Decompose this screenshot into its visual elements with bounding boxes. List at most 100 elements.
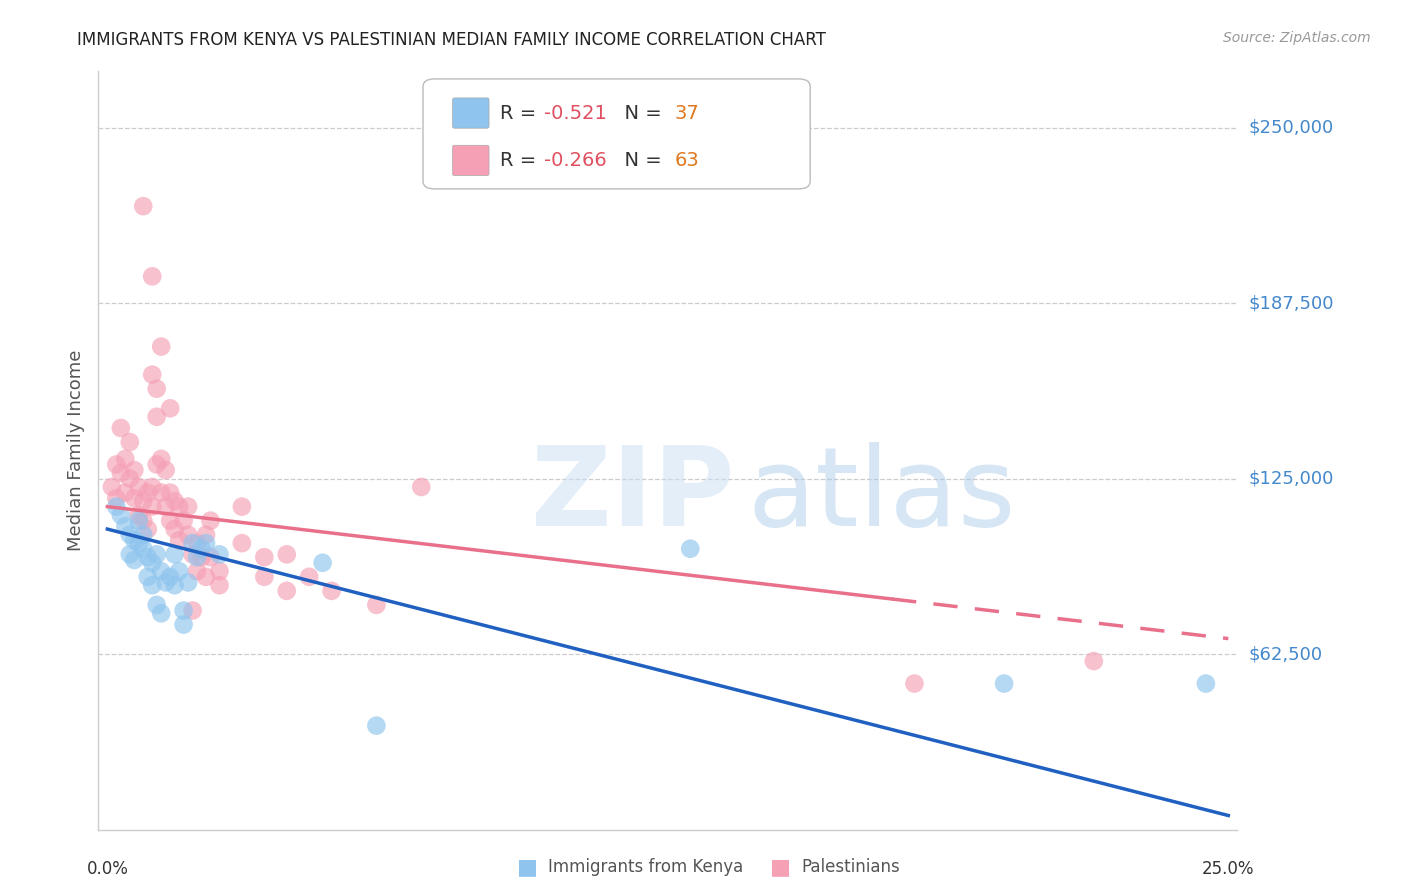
Point xyxy=(231,500,253,514)
Text: $250,000: $250,000 xyxy=(1249,119,1334,136)
Point xyxy=(177,500,200,514)
Point xyxy=(200,514,222,528)
Point xyxy=(177,575,200,590)
Text: 0.0%: 0.0% xyxy=(86,860,128,878)
Point xyxy=(145,382,167,396)
Text: $62,500: $62,500 xyxy=(1249,645,1323,663)
Point xyxy=(366,598,388,612)
Point xyxy=(903,676,925,690)
Point xyxy=(128,508,150,522)
Point xyxy=(105,491,128,506)
Point xyxy=(173,617,195,632)
Point xyxy=(132,199,155,213)
Text: R =: R = xyxy=(501,151,543,170)
Point xyxy=(1195,676,1218,690)
Point xyxy=(105,458,128,472)
Point xyxy=(124,463,146,477)
Point xyxy=(195,570,218,584)
Text: 63: 63 xyxy=(675,151,699,170)
Point xyxy=(141,500,163,514)
Point xyxy=(167,500,190,514)
Point xyxy=(110,466,132,480)
Point xyxy=(159,485,181,500)
Point xyxy=(132,514,155,528)
Point xyxy=(128,514,150,528)
Point xyxy=(163,522,186,536)
Point xyxy=(366,719,388,733)
Point xyxy=(186,536,208,550)
FancyBboxPatch shape xyxy=(423,79,810,189)
Point xyxy=(128,536,150,550)
Point xyxy=(186,564,208,578)
Point xyxy=(141,368,163,382)
Point xyxy=(276,583,298,598)
Point xyxy=(114,485,136,500)
Point xyxy=(195,536,218,550)
Text: ■: ■ xyxy=(770,857,790,877)
Point xyxy=(124,533,146,548)
Text: 25.0%: 25.0% xyxy=(1202,860,1254,878)
Point xyxy=(150,340,173,354)
Point xyxy=(128,480,150,494)
Point xyxy=(321,583,343,598)
Point xyxy=(141,578,163,592)
Point xyxy=(208,547,231,561)
Point xyxy=(118,471,141,485)
Point xyxy=(136,570,159,584)
Point xyxy=(311,556,333,570)
Point xyxy=(141,556,163,570)
Point xyxy=(167,533,190,548)
Text: ZIP: ZIP xyxy=(531,442,734,549)
Point xyxy=(105,500,128,514)
Point xyxy=(163,547,186,561)
Text: Palestinians: Palestinians xyxy=(801,858,900,876)
Text: ■: ■ xyxy=(517,857,537,877)
Point xyxy=(253,570,276,584)
Point xyxy=(118,527,141,541)
Point xyxy=(200,550,222,565)
Point xyxy=(159,514,181,528)
Point xyxy=(132,541,155,556)
Text: -0.521: -0.521 xyxy=(544,103,606,122)
Point xyxy=(110,508,132,522)
Point xyxy=(186,550,208,565)
Point xyxy=(124,491,146,506)
Text: N =: N = xyxy=(612,151,668,170)
Point xyxy=(276,547,298,561)
Point xyxy=(679,541,702,556)
Point xyxy=(411,480,433,494)
Point xyxy=(190,550,212,565)
Point xyxy=(163,494,186,508)
Point xyxy=(155,500,177,514)
Text: $125,000: $125,000 xyxy=(1249,469,1334,488)
Point xyxy=(114,519,136,533)
Point xyxy=(155,575,177,590)
Text: $187,500: $187,500 xyxy=(1249,294,1334,312)
Point xyxy=(208,564,231,578)
Point xyxy=(150,451,173,466)
Point xyxy=(231,536,253,550)
Point xyxy=(150,607,173,621)
Text: Source: ZipAtlas.com: Source: ZipAtlas.com xyxy=(1223,31,1371,45)
Point xyxy=(993,676,1015,690)
Text: Immigrants from Kenya: Immigrants from Kenya xyxy=(548,858,744,876)
Point xyxy=(145,409,167,424)
Point xyxy=(1083,654,1105,668)
Point xyxy=(145,458,167,472)
Text: 37: 37 xyxy=(675,103,699,122)
Point xyxy=(195,527,218,541)
FancyBboxPatch shape xyxy=(453,145,489,176)
Text: -0.266: -0.266 xyxy=(544,151,606,170)
Point xyxy=(132,527,155,541)
Point xyxy=(208,578,231,592)
Point xyxy=(118,435,141,450)
Point xyxy=(163,578,186,592)
Point xyxy=(118,547,141,561)
Point xyxy=(190,541,212,556)
Point xyxy=(181,536,204,550)
Point xyxy=(159,401,181,416)
Point xyxy=(155,463,177,477)
Point xyxy=(159,570,181,584)
Text: IMMIGRANTS FROM KENYA VS PALESTINIAN MEDIAN FAMILY INCOME CORRELATION CHART: IMMIGRANTS FROM KENYA VS PALESTINIAN MED… xyxy=(77,31,827,49)
Point xyxy=(145,598,167,612)
